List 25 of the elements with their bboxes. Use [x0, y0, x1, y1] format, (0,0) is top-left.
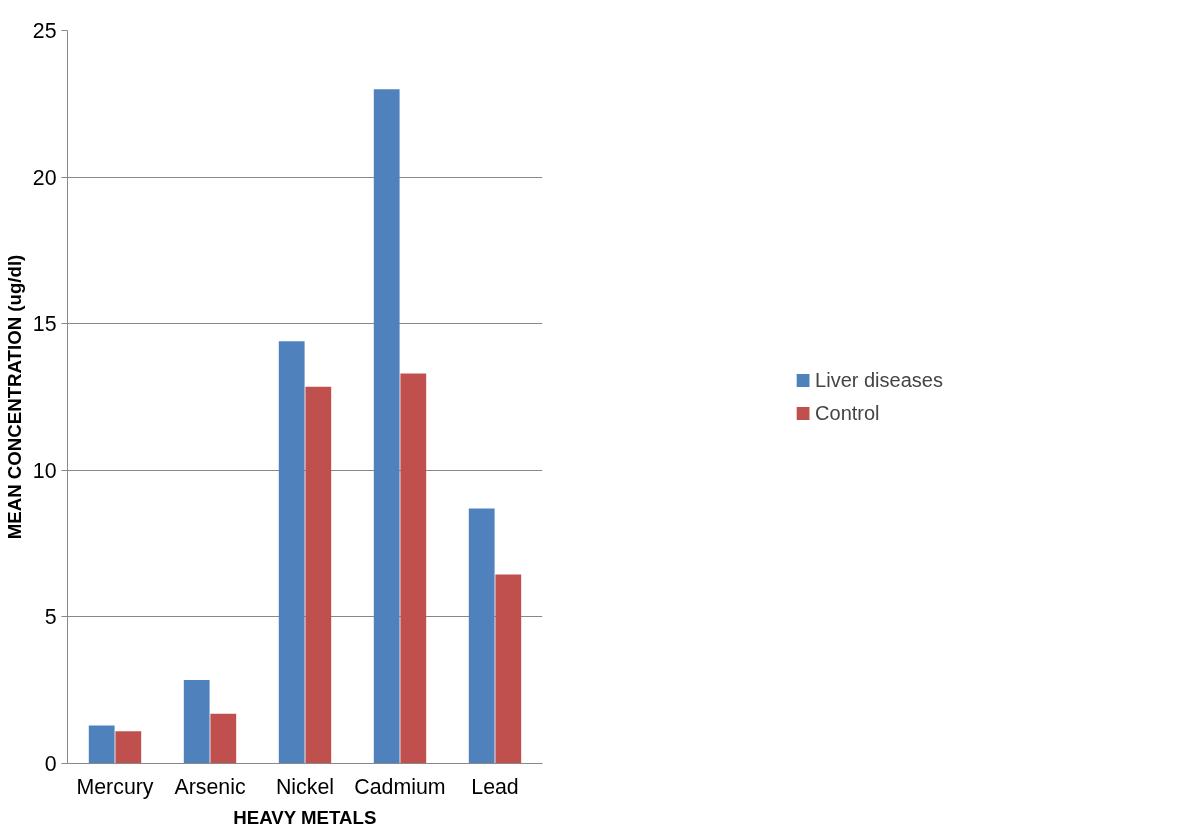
- bar: [115, 731, 142, 764]
- legend-label: Liver diseases: [815, 368, 943, 392]
- y-tick-label: 25: [32, 19, 57, 43]
- x-tick-label: Lead: [471, 774, 519, 799]
- bar: [278, 341, 305, 764]
- y-tick-label: 10: [32, 458, 57, 483]
- bar: [183, 679, 210, 764]
- x-axis-title: HEAVY METALS: [233, 806, 377, 828]
- y-tick-label: 15: [32, 312, 57, 337]
- bar: [495, 574, 522, 764]
- x-tick-label: Cadmium: [354, 774, 446, 799]
- y-axis-title: MEAN CONCENTRATION (ug/dl): [3, 254, 25, 540]
- bar: [210, 713, 237, 764]
- bar: [305, 386, 332, 764]
- y-tick-label: 0: [44, 752, 57, 776]
- x-tick-label: Mercury: [76, 774, 154, 799]
- x-tick-label: Arsenic: [174, 774, 246, 799]
- bar: [400, 373, 427, 764]
- x-tick-label: Nickel: [275, 774, 335, 799]
- legend-label: Control: [815, 401, 880, 425]
- bar: [373, 89, 400, 764]
- bar: [88, 725, 115, 764]
- y-tick-label: 5: [44, 605, 57, 630]
- bar: [468, 508, 495, 764]
- y-tick-label: 20: [32, 165, 57, 190]
